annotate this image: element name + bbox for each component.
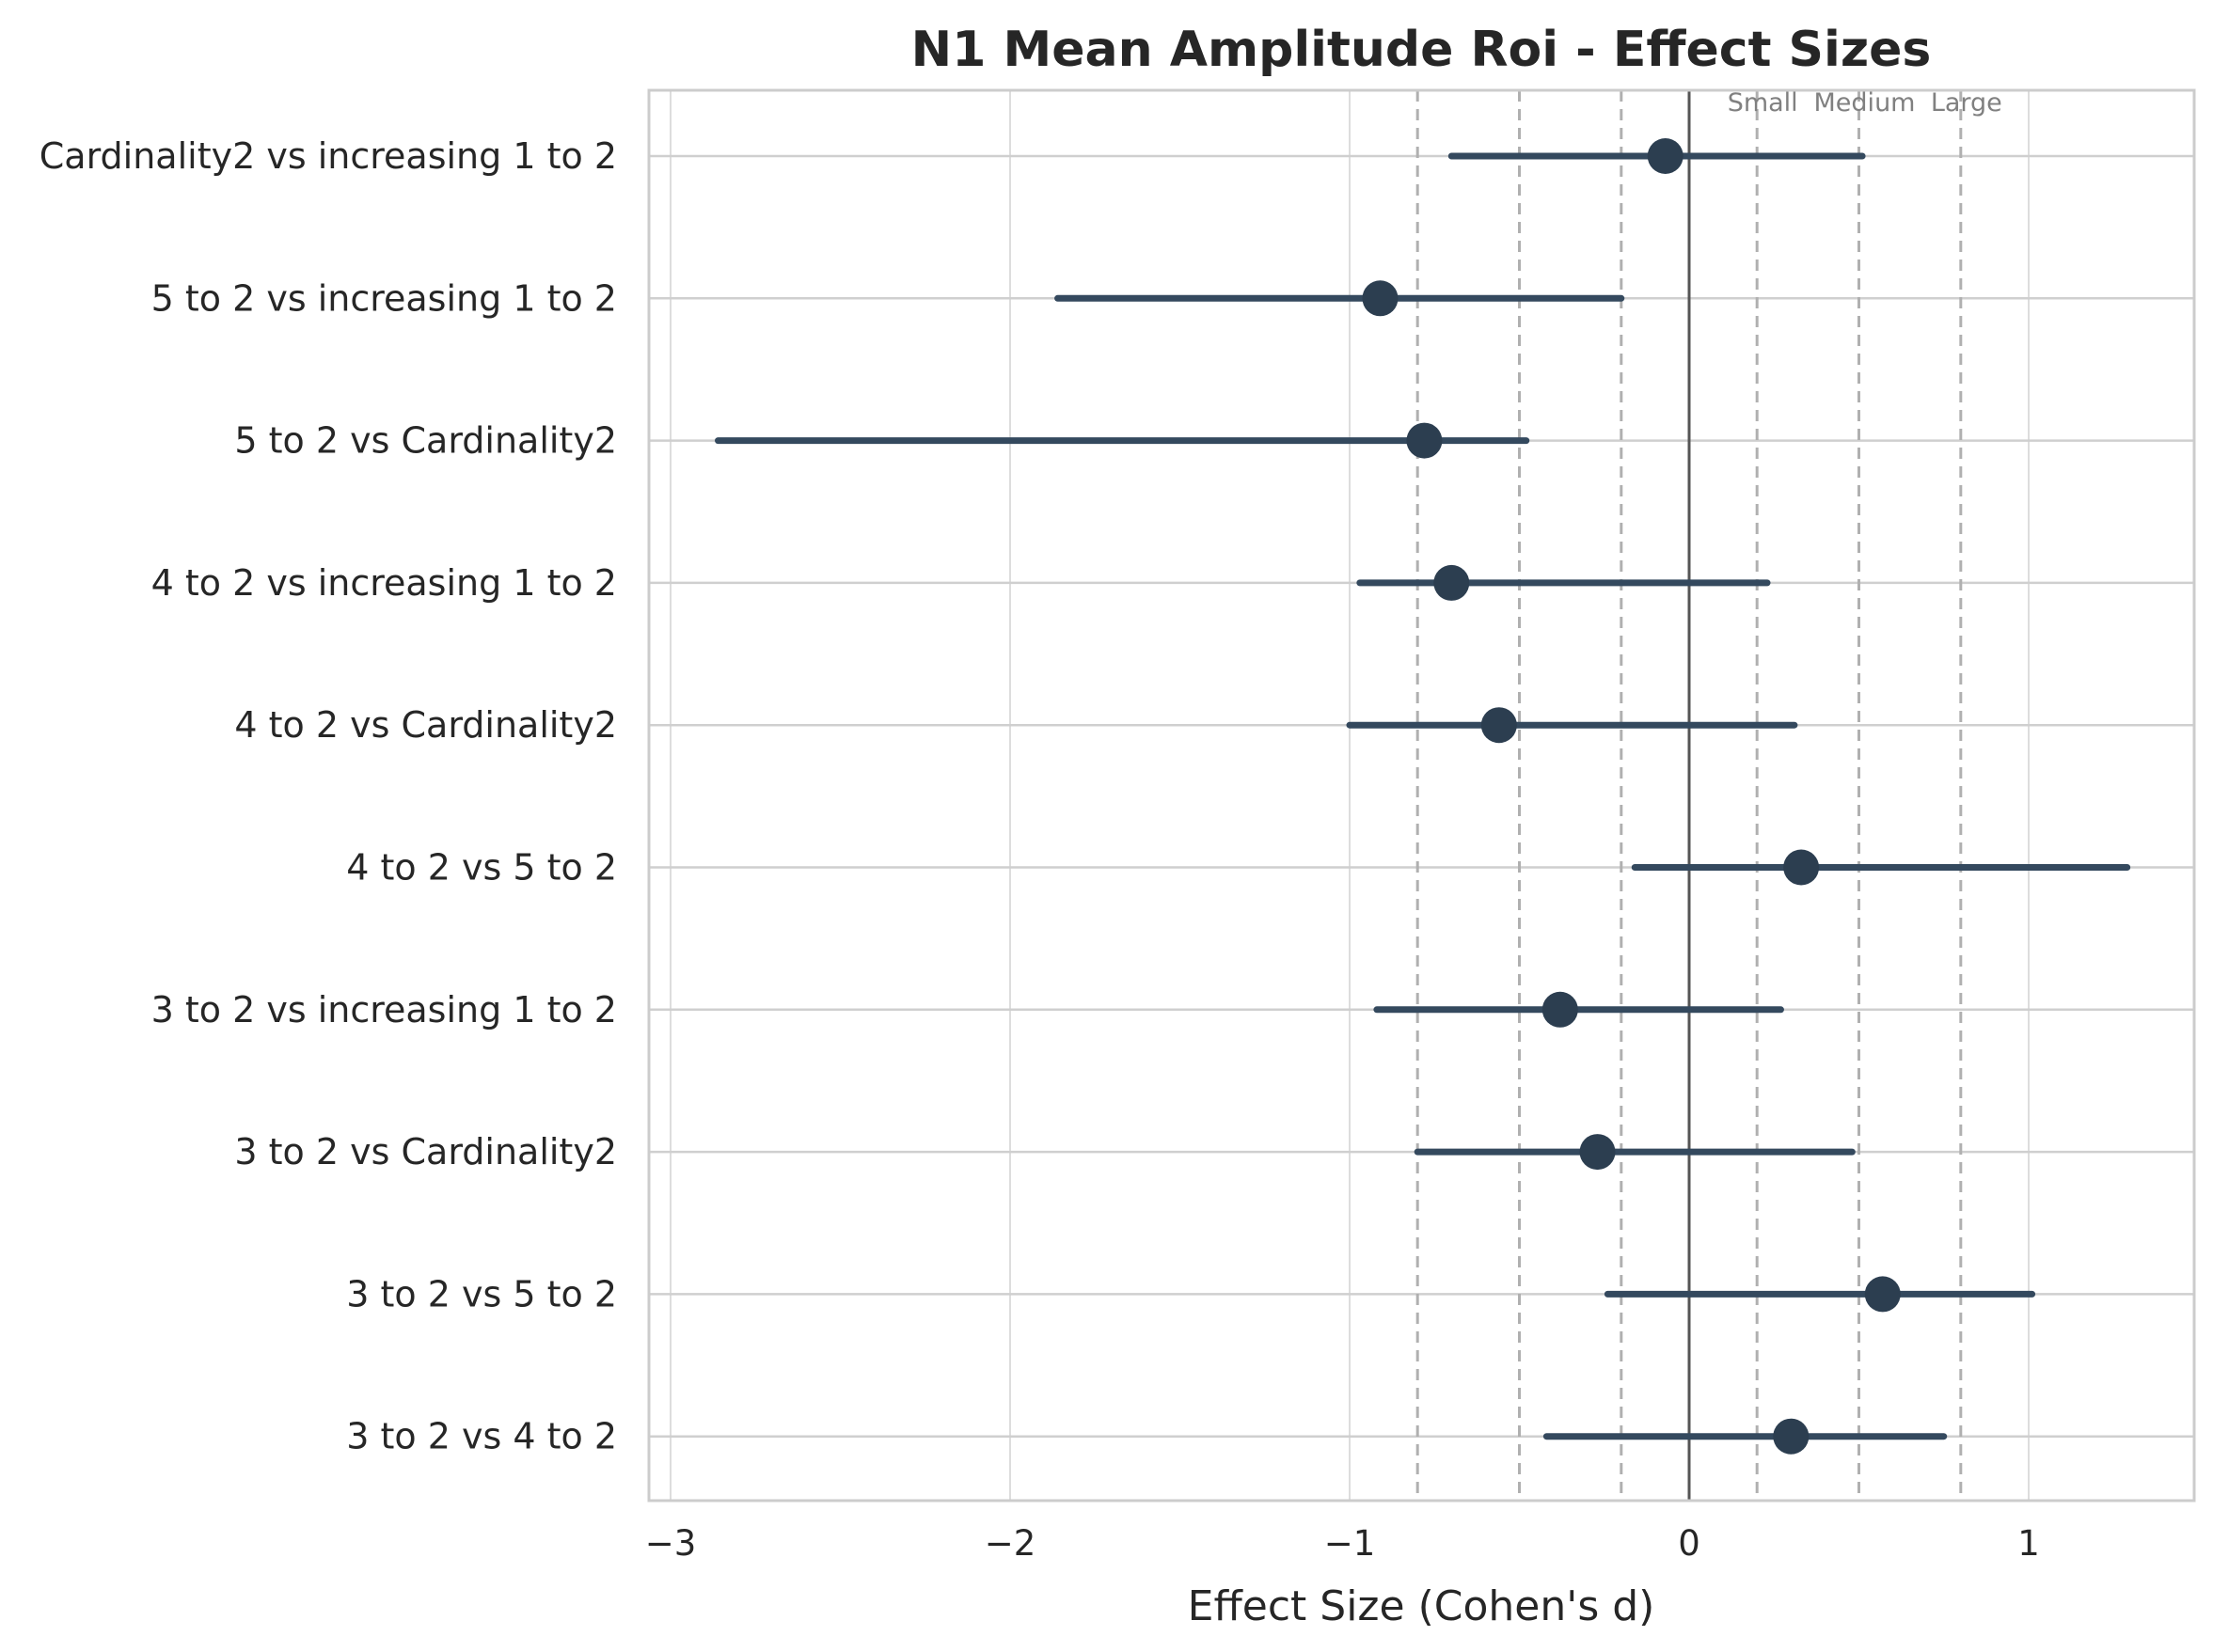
x-tick-label: 1: [2017, 1523, 2040, 1564]
category-label: Cardinality2 vs increasing 1 to 2: [40, 135, 617, 177]
effect-point: [1579, 1134, 1616, 1171]
effect-point: [1433, 564, 1470, 601]
x-tick-label: −2: [985, 1523, 1036, 1564]
threshold-annotation: Medium: [1814, 88, 1916, 118]
chart-title: N1 Mean Amplitude Roi - Effect Sizes: [911, 22, 1932, 78]
category-label: 3 to 2 vs 4 to 2: [346, 1416, 617, 1457]
effect-point: [1480, 707, 1517, 744]
x-axis-label: Effect Size (Cohen's d): [1188, 1582, 1655, 1630]
x-tick-label: −3: [645, 1523, 697, 1564]
effect-point: [1864, 1276, 1901, 1313]
effect-point: [1783, 849, 1820, 886]
threshold-annotation: Large: [1931, 88, 2002, 118]
category-labels: Cardinality2 vs increasing 1 to 2 5 to 2 …: [40, 135, 617, 1457]
effect-point: [1647, 138, 1683, 174]
effect-point: [1773, 1418, 1810, 1455]
category-label: 5 to 2 vs increasing 1 to 2: [151, 277, 617, 319]
effect-point: [1406, 422, 1443, 459]
reference-lines: [1415, 90, 1963, 1501]
effect-point: [1362, 280, 1399, 317]
threshold-annotations: Small Medium Large: [1728, 88, 2002, 118]
effect-point: [1541, 991, 1578, 1028]
x-tick-label: 0: [1678, 1523, 1700, 1564]
threshold-annotation: Small: [1728, 88, 1798, 118]
x-tick-labels: −3 −2 −1 0 1: [645, 1523, 2040, 1564]
category-label: 4 to 2 vs Cardinality2: [234, 704, 617, 746]
category-label: 3 to 2 vs 5 to 2: [346, 1273, 617, 1314]
category-label: 3 to 2 vs Cardinality2: [234, 1131, 617, 1172]
x-tick-label: −1: [1324, 1523, 1376, 1564]
category-label: 4 to 2 vs 5 to 2: [346, 847, 617, 889]
plot-background: [649, 90, 2194, 1501]
category-label: 5 to 2 vs Cardinality2: [234, 420, 617, 462]
plot-frame: [647, 88, 2196, 1503]
data-layer: [715, 138, 2131, 1455]
category-label: 4 to 2 vs increasing 1 to 2: [151, 562, 617, 604]
category-label: 3 to 2 vs increasing 1 to 2: [151, 989, 617, 1031]
